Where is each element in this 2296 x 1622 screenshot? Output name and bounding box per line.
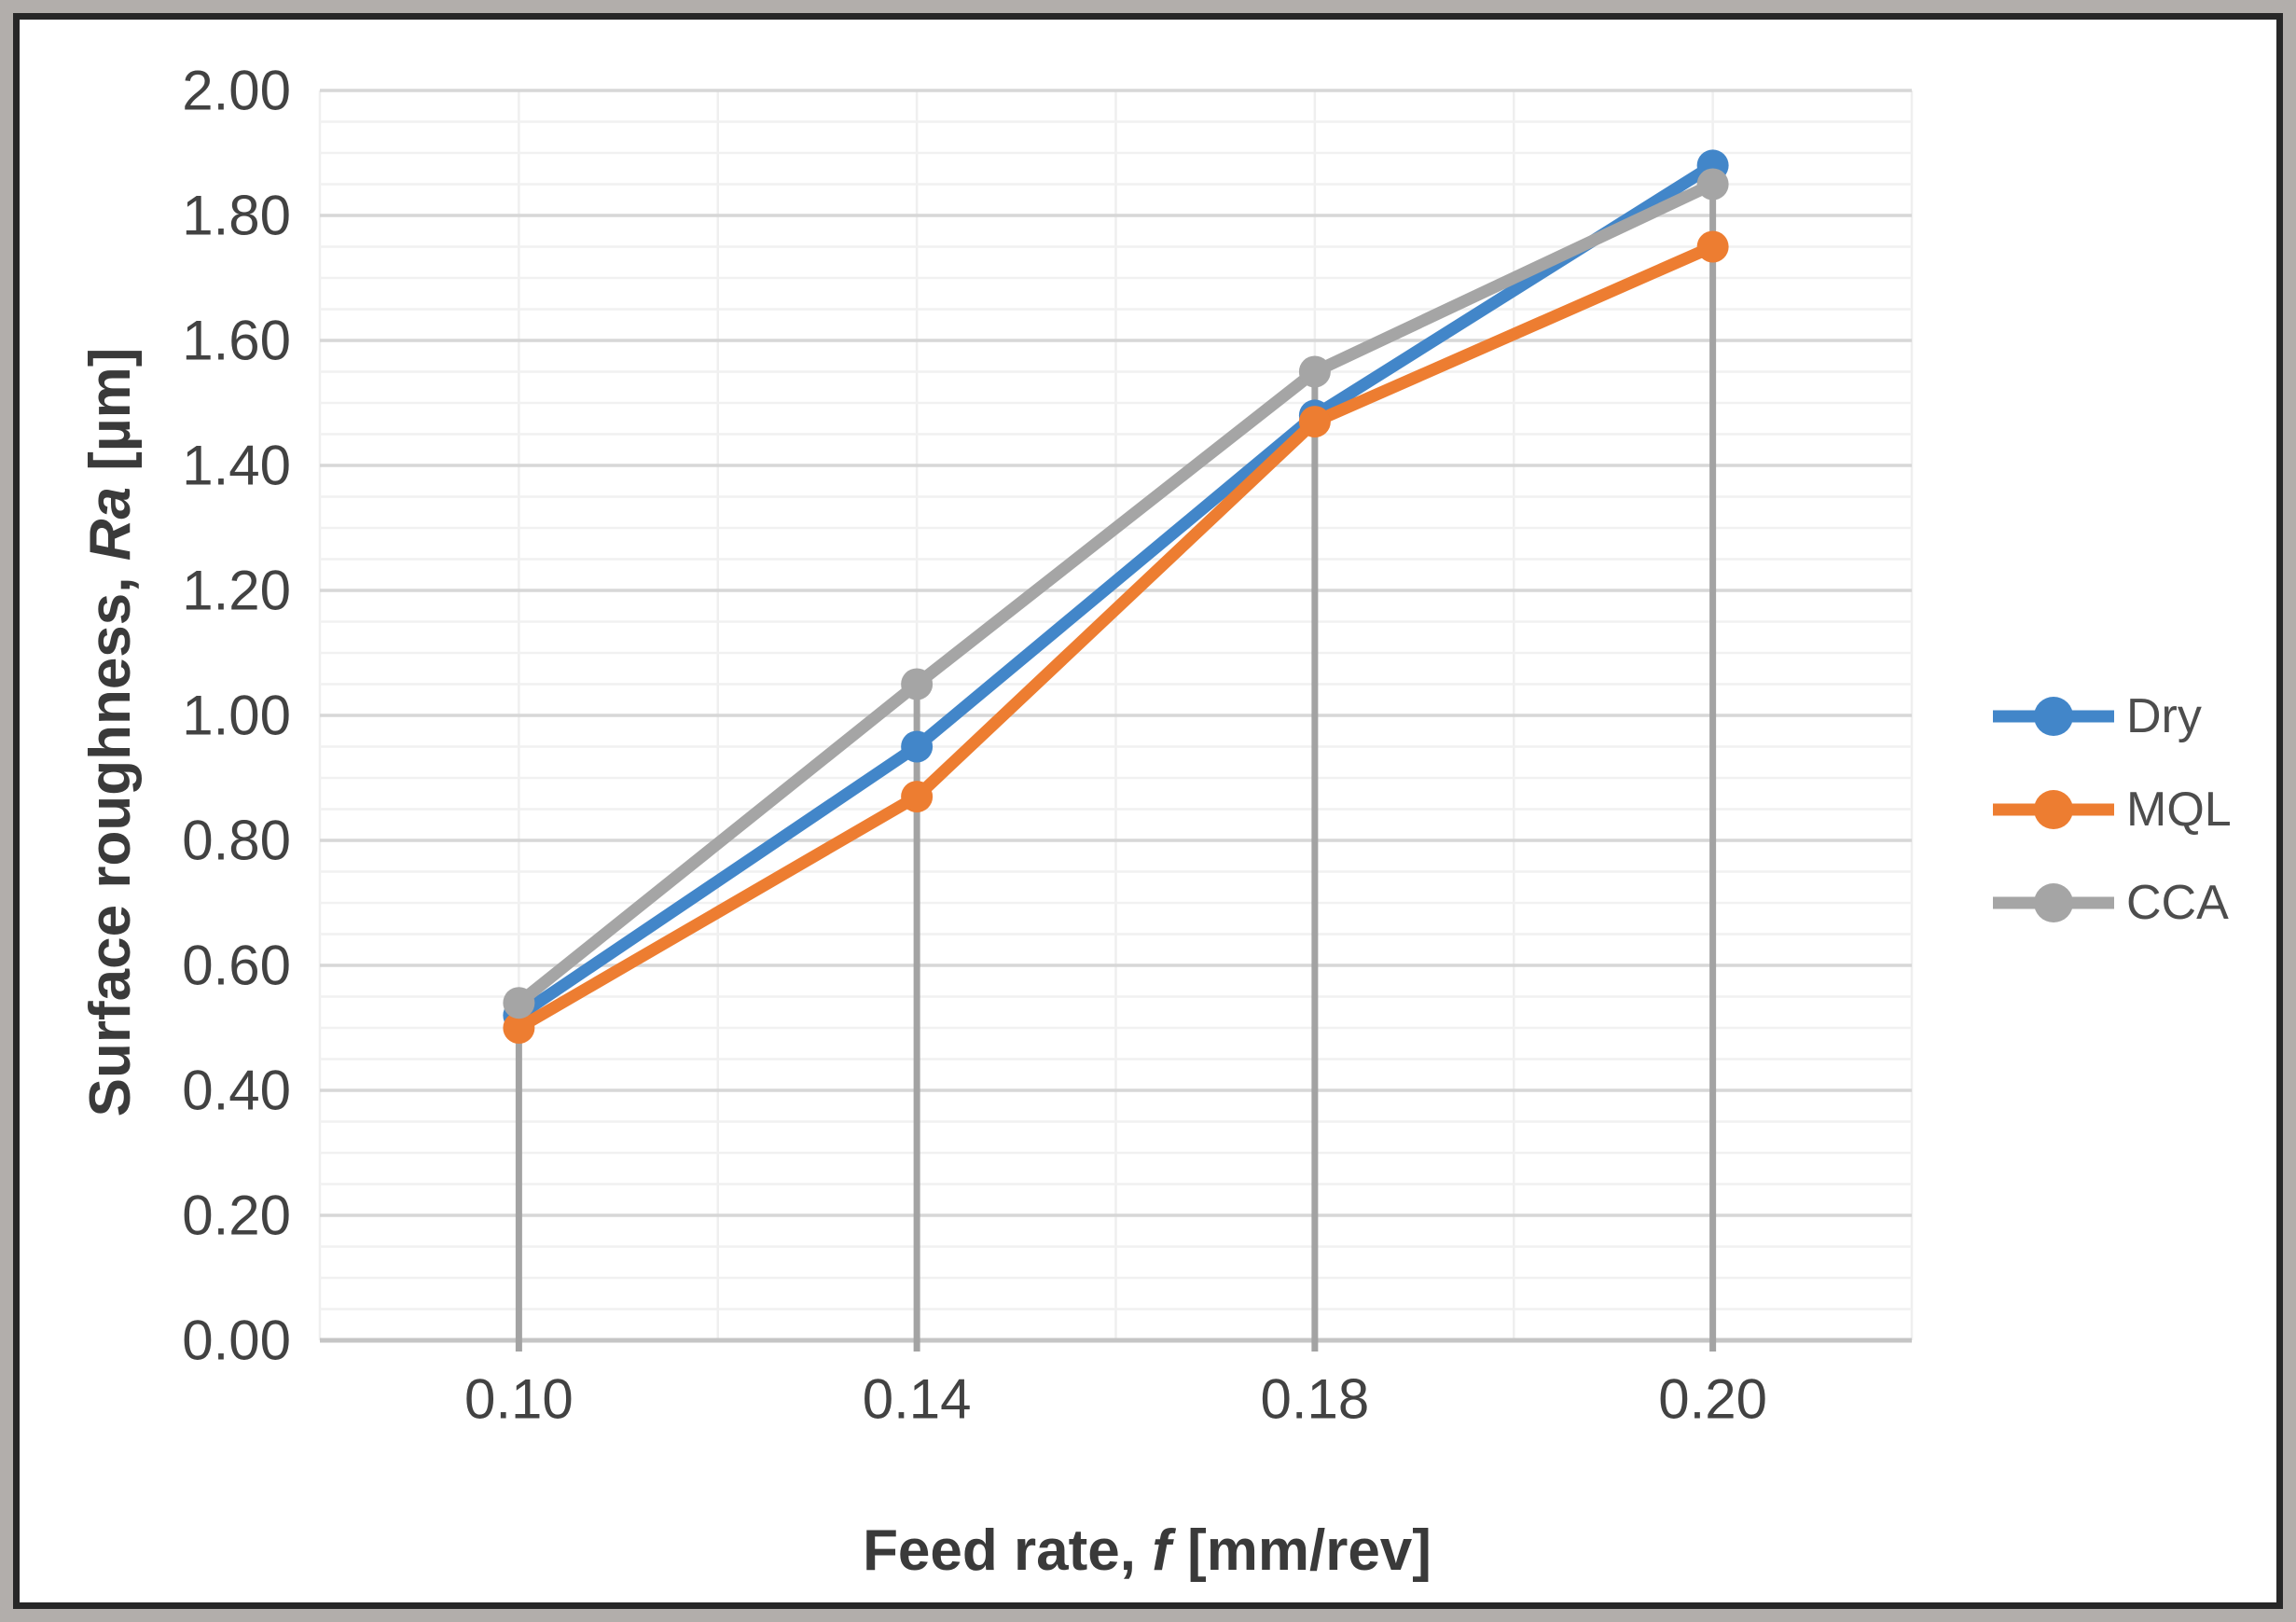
- y-tick-label: 0.60: [182, 935, 291, 997]
- series-mql: [503, 230, 1729, 1044]
- legend-item-cca: CCA: [1993, 876, 2229, 930]
- series-cca: [503, 168, 1729, 1019]
- legend-item-dry: Dry: [1993, 689, 2202, 743]
- x-tick-label: 0.14: [863, 1368, 972, 1431]
- y-tick-label: 1.20: [182, 560, 291, 622]
- data-point-mql: [1696, 230, 1729, 263]
- x-tick-label: 0.18: [1260, 1368, 1369, 1431]
- x-axis-title: Feed rate, f [mm/rev]: [863, 1518, 1432, 1583]
- y-tick-label: 1.60: [182, 310, 291, 372]
- data-point-mql: [1298, 406, 1331, 438]
- y-axis-title: Surface roughness, Ra [µm]: [78, 348, 143, 1117]
- y-tick-label: 0.40: [182, 1060, 291, 1122]
- data-point-cca: [901, 668, 934, 700]
- legend-marker-icon: [2034, 790, 2073, 829]
- legend: Dry MQL CCA: [1993, 689, 2232, 930]
- y-tick-label: 2.00: [182, 60, 291, 122]
- y-tick-label: 1.80: [182, 185, 291, 247]
- legend-label: MQL: [2126, 783, 2232, 837]
- data-point-mql: [901, 781, 934, 813]
- y-tick-label: 0.20: [182, 1185, 291, 1247]
- data-point-dry: [901, 730, 934, 763]
- data-point-mql: [503, 1012, 535, 1044]
- series-line-mql: [512, 241, 1720, 1034]
- axis-titles: Feed rate, f [mm/rev] Surface roughness, …: [78, 348, 1432, 1583]
- y-axis-tick-labels: 0.00 0.20 0.40 0.60 0.80 1.00 1.20 1.40 1.60 1.80…: [182, 60, 291, 1372]
- data-point-cca: [1696, 168, 1729, 201]
- legend-marker-icon: [2034, 883, 2073, 922]
- series-line-cca: [512, 178, 1720, 1009]
- series-line-dry: [512, 159, 1720, 1022]
- x-axis-tick-labels: 0.10 0.14 0.18 0.20: [464, 1368, 1767, 1431]
- legend-label: CCA: [2126, 876, 2229, 930]
- legend-label: Dry: [2126, 689, 2202, 743]
- y-tick-label: 0.00: [182, 1310, 291, 1372]
- x-tick-label: 0.10: [464, 1368, 574, 1431]
- y-tick-label: 1.40: [182, 435, 291, 497]
- data-point-cca: [1298, 355, 1331, 388]
- data-point-cca: [503, 987, 535, 1019]
- legend-item-mql: MQL: [1993, 783, 2232, 837]
- legend-marker-icon: [2034, 697, 2073, 736]
- y-tick-label: 1.00: [182, 685, 291, 747]
- y-tick-label: 0.80: [182, 810, 291, 872]
- x-tick-label: 0.20: [1658, 1368, 1767, 1431]
- plot-gridlines: [318, 89, 1914, 1343]
